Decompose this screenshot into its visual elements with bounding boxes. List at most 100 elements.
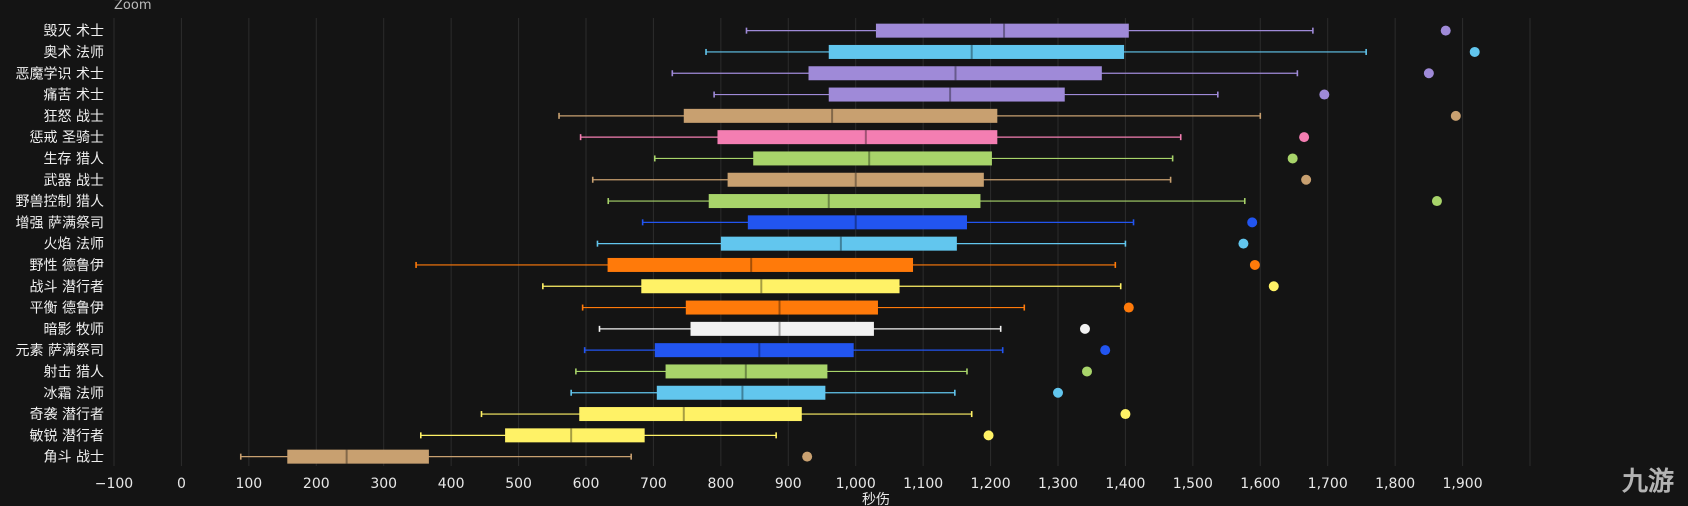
box-row[interactable] [607, 194, 1442, 209]
iqr-box [683, 108, 998, 123]
outlier-point [1238, 238, 1249, 249]
category-label: 野兽控制 猎人 [16, 194, 104, 210]
category-label: 暗影 牧师 [44, 322, 104, 338]
box-row[interactable] [581, 300, 1134, 315]
box-row[interactable] [596, 236, 1249, 251]
category-label: 战斗 潜行者 [30, 279, 104, 295]
outlier-point [1287, 153, 1298, 164]
category-label: 元素 萨满祭司 [16, 343, 104, 359]
category-label: 冰霜 法师 [44, 386, 104, 402]
category-label: 奥术 法师 [44, 44, 104, 61]
iqr-box [287, 449, 429, 464]
iqr-box [747, 215, 967, 230]
x-tick-label: 1,400 [1105, 476, 1145, 492]
iqr-box [505, 428, 645, 443]
box-row[interactable] [542, 279, 1279, 294]
outlier-point [1440, 25, 1451, 36]
box-row[interactable] [583, 343, 1111, 358]
box-row[interactable] [598, 321, 1090, 336]
category-label: 火焰 法师 [44, 237, 104, 253]
x-tick-label: 200 [303, 476, 330, 492]
outlier-point [1081, 366, 1092, 377]
box-row[interactable] [575, 364, 1092, 379]
x-tick-label: 1,600 [1240, 476, 1280, 492]
box-row[interactable] [745, 23, 1451, 38]
iqr-box [875, 23, 1129, 38]
category-label: 敏锐 潜行者 [30, 428, 104, 444]
outlier-point [1053, 387, 1063, 398]
category-label: 武器 战士 [44, 173, 104, 189]
iqr-box [720, 236, 957, 251]
iqr-box [727, 172, 984, 187]
outlier-point [1450, 110, 1461, 121]
box-row[interactable] [641, 215, 1258, 230]
iqr-box [717, 130, 998, 145]
outlier-point [1249, 259, 1260, 270]
x-tick-label: 900 [775, 476, 802, 492]
x-tick-labels: −100 0 100 200 300 400 500 600 700 800 900 1,000 1,1… [95, 476, 1483, 492]
x-tick-label: 0 [177, 476, 186, 492]
outlier-point [802, 451, 813, 462]
category-label: 惩戒 圣骑士 [30, 130, 104, 146]
category-label: 增强 萨满祭司 [16, 215, 104, 231]
x-tick-label: 1,100 [903, 476, 943, 492]
box-row[interactable] [570, 385, 1063, 400]
box-row[interactable] [558, 108, 1461, 123]
x-axis-title: 秒伤 [862, 492, 890, 506]
x-tick-label: 1,000 [836, 476, 876, 492]
box-row[interactable] [579, 130, 1310, 145]
box-row[interactable] [239, 449, 813, 464]
x-tick-label: −100 [95, 476, 133, 492]
category-label: 狂怒 战士 [44, 109, 104, 125]
x-tick-label: 1,200 [971, 476, 1011, 492]
iqr-box [654, 343, 854, 358]
iqr-box [641, 279, 900, 294]
iqr-box [808, 66, 1102, 81]
box-row[interactable] [415, 257, 1260, 272]
category-label: 射击 猎人 [44, 364, 104, 380]
category-label: 平衡 德鲁伊 [30, 301, 104, 317]
x-tick-label: 1,300 [1038, 476, 1078, 492]
outlier-point [1423, 68, 1434, 79]
iqr-box [665, 364, 828, 379]
box-row[interactable] [671, 66, 1434, 81]
box-row[interactable] [705, 44, 1480, 59]
x-tick-label: 1,500 [1173, 476, 1213, 492]
outlier-point [1319, 89, 1330, 100]
category-label: 角斗 战士 [44, 450, 104, 466]
iqr-box [656, 385, 826, 400]
outlier-point [1123, 302, 1134, 313]
box-row[interactable] [713, 87, 1330, 102]
iqr-box [685, 300, 878, 315]
category-label: 野性 德鲁伊 [30, 258, 104, 274]
box-row[interactable] [419, 428, 994, 443]
outlier-point [983, 430, 994, 441]
box-row[interactable] [653, 151, 1298, 166]
x-tick-label: 300 [370, 476, 397, 492]
iqr-box [828, 44, 1125, 59]
iqr-box [579, 407, 802, 422]
category-label: 生存 猎人 [44, 151, 104, 167]
box-row[interactable] [591, 172, 1312, 187]
iqr-box [828, 87, 1065, 102]
x-tick-label: 800 [707, 476, 734, 492]
iqr-box [708, 194, 981, 209]
x-tick-label: 1,800 [1375, 476, 1415, 492]
x-tick-label: 1,900 [1443, 476, 1483, 492]
box-row[interactable] [480, 407, 1131, 422]
category-label: 奇袭 潜行者 [30, 406, 104, 423]
iqr-box [607, 257, 914, 272]
iqr-box [753, 151, 992, 166]
watermark-logo: 九游 [1621, 467, 1674, 497]
x-tick-label: 700 [640, 476, 667, 492]
outlier-point [1100, 345, 1111, 356]
zoom-label[interactable]: Zoom [114, 0, 151, 13]
x-tick-label: 500 [505, 476, 532, 492]
outlier-point [1469, 46, 1480, 57]
box-series [239, 23, 1480, 464]
outlier-point [1120, 409, 1131, 420]
x-tick-label: 400 [438, 476, 465, 492]
outlier-point [1079, 323, 1090, 334]
